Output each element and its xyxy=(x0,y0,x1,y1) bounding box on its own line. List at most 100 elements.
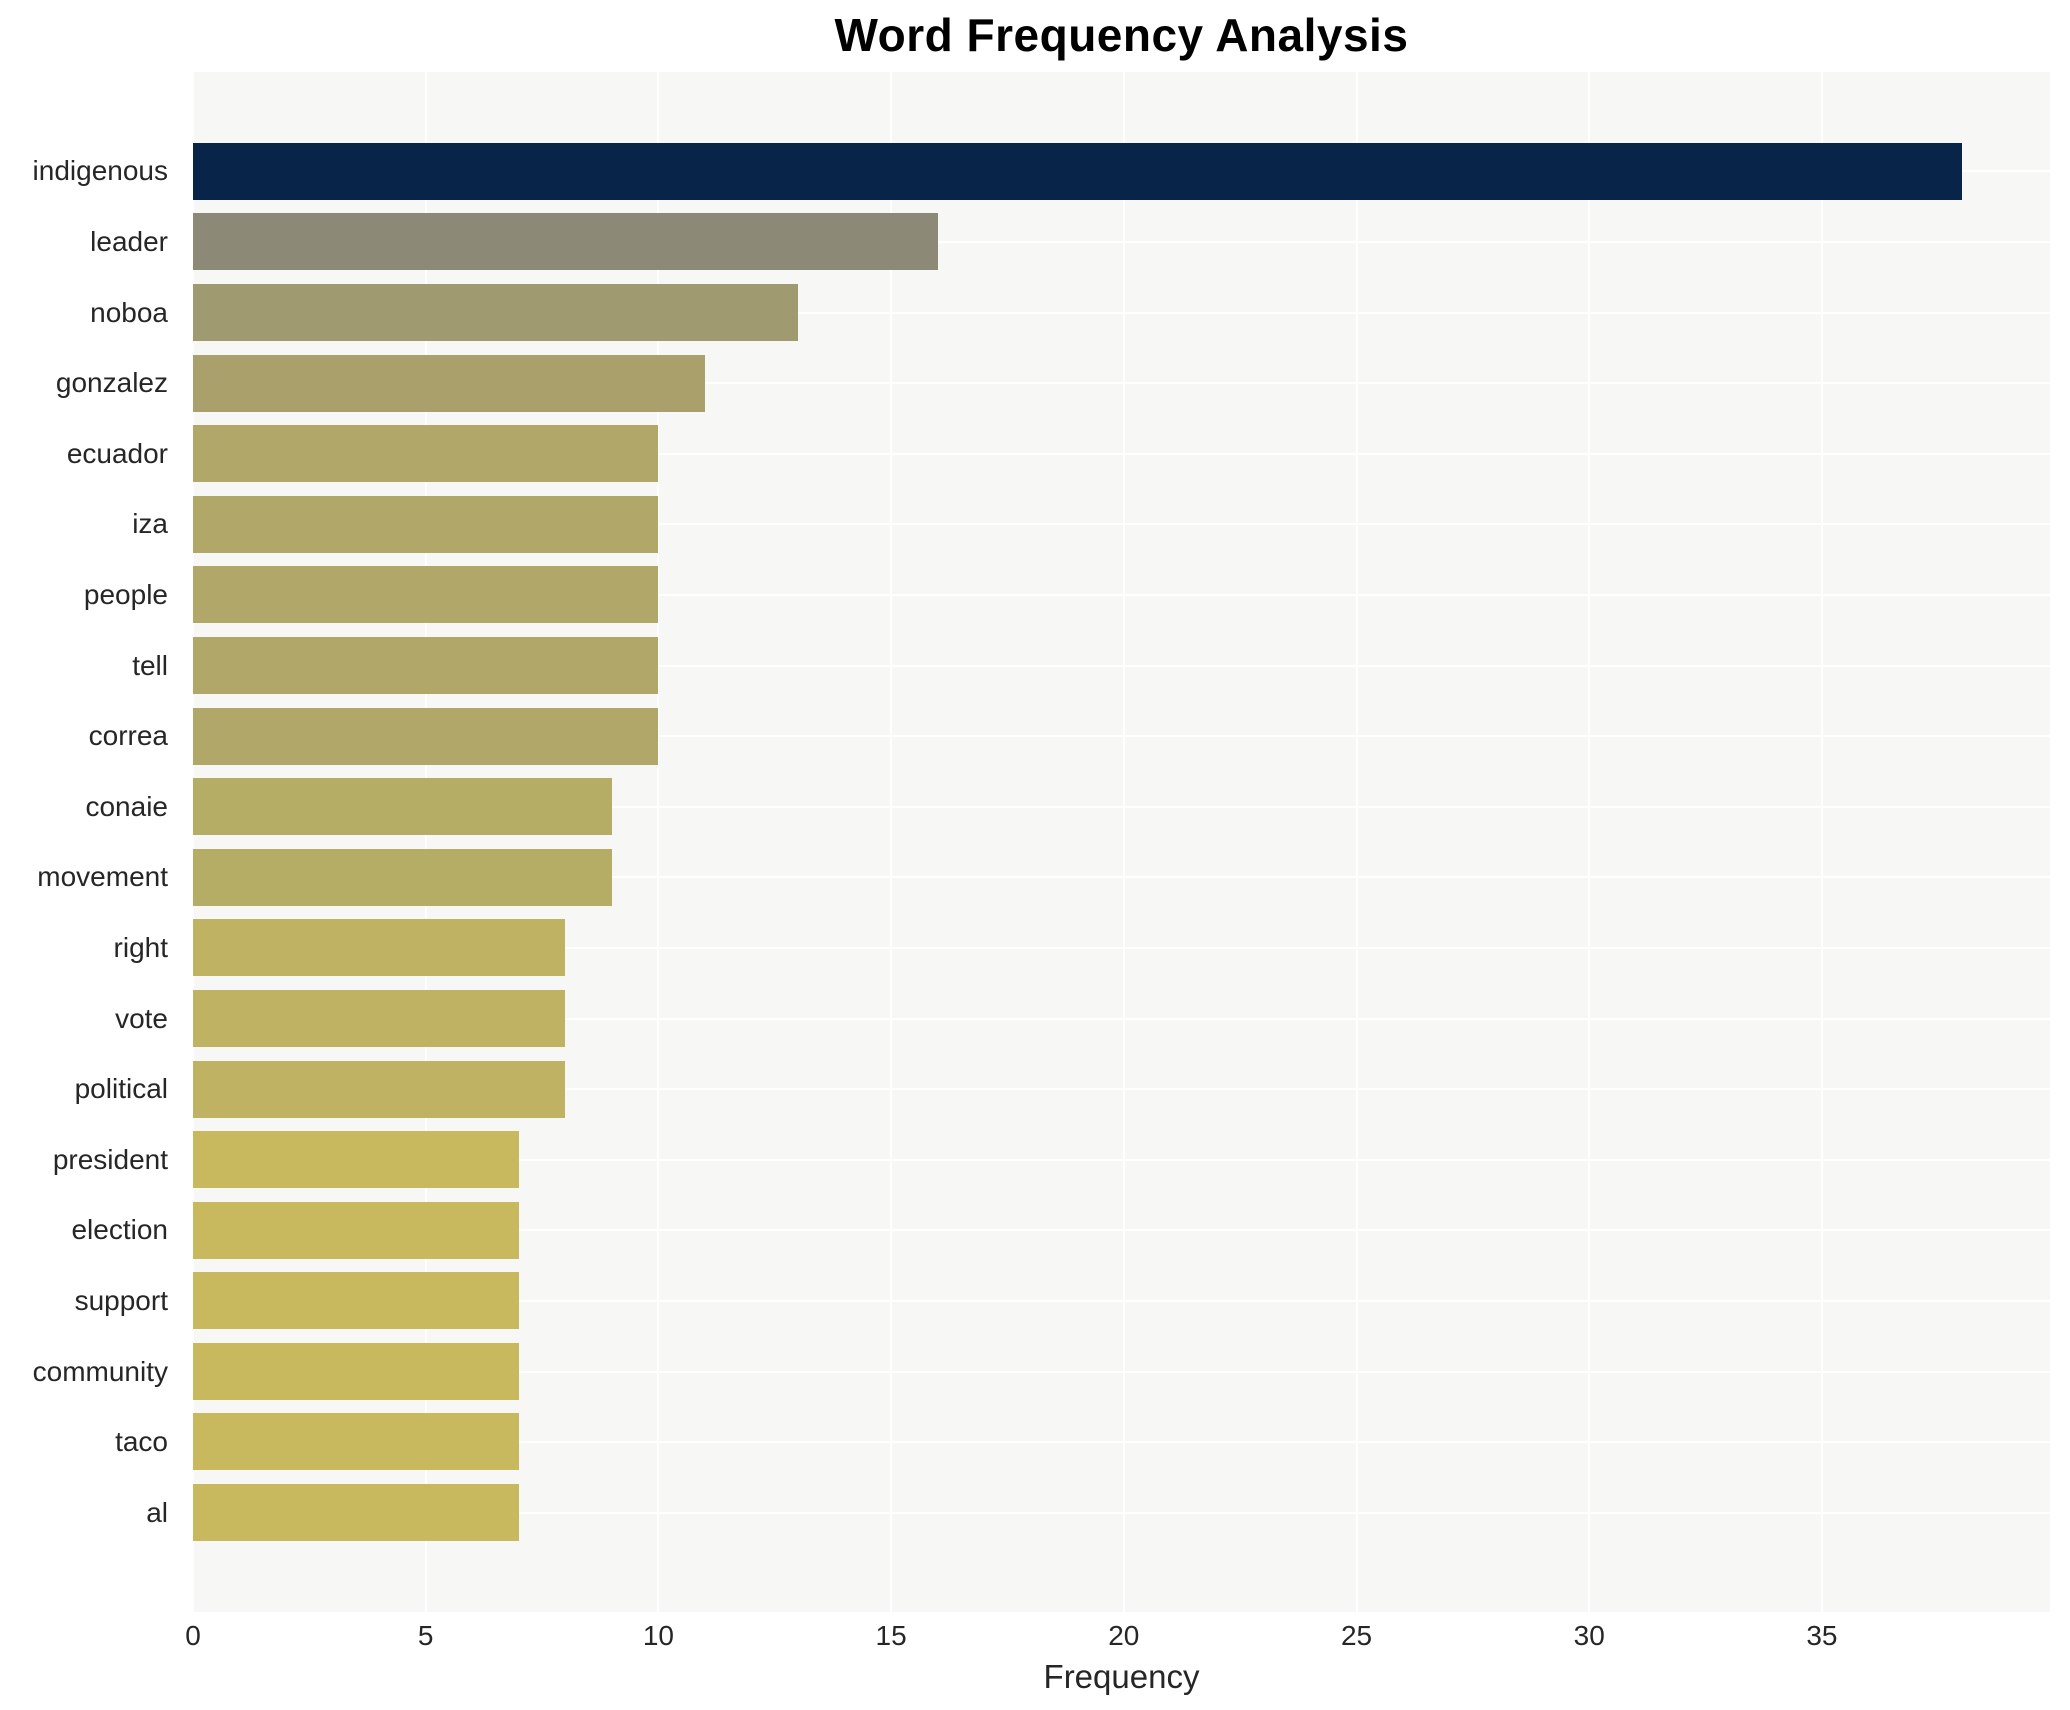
h-gridline xyxy=(193,1158,2050,1161)
h-gridline xyxy=(193,805,2050,808)
bar-row xyxy=(193,418,2050,489)
bar-row xyxy=(193,983,2050,1054)
bar-iza xyxy=(193,495,659,553)
x-tick-label: 10 xyxy=(642,1620,674,1651)
x-tick-label: 0 xyxy=(185,1620,201,1651)
h-gridline xyxy=(193,946,2050,949)
bar-row xyxy=(193,842,2050,913)
bar-noboa xyxy=(193,283,799,341)
h-gridline xyxy=(193,1441,2050,1444)
y-axis-labels: indigenous leader noboa gonzalez ecuador iza p… xyxy=(0,72,180,1612)
category-label-political: political xyxy=(74,1073,168,1105)
bar-tell xyxy=(193,636,659,694)
category-label-conaie: conaie xyxy=(85,790,168,822)
v-gridline xyxy=(192,72,194,1612)
category-label-people: people xyxy=(83,578,168,610)
chart-title: Word Frequency Analysis xyxy=(834,9,1409,61)
category-label-community: community xyxy=(32,1355,168,1387)
h-gridline xyxy=(193,735,2050,738)
x-tick-label: 15 xyxy=(875,1620,907,1651)
v-gridline xyxy=(1588,72,1591,1612)
category-label-iza: iza xyxy=(132,508,168,540)
category-label-vote: vote xyxy=(115,1002,168,1034)
x-axis-title: Frequency xyxy=(1043,1658,1200,1695)
h-gridline xyxy=(193,311,2050,314)
bar-al xyxy=(193,1484,519,1542)
bar-conaie xyxy=(193,778,612,836)
bar-row xyxy=(193,701,2050,772)
h-gridline xyxy=(193,664,2050,667)
category-label-leader: leader xyxy=(90,225,168,257)
category-label-taco: taco xyxy=(115,1426,168,1458)
h-gridline xyxy=(193,1299,2050,1302)
category-label-president: president xyxy=(52,1143,168,1175)
h-gridline xyxy=(193,1511,2050,1514)
bar-rows xyxy=(193,136,2050,1548)
h-gridline xyxy=(193,876,2050,879)
bar-indigenous xyxy=(193,142,1962,200)
bar-row xyxy=(193,348,2050,419)
v-gridline xyxy=(1122,72,1125,1612)
category-label-gonzalez: gonzalez xyxy=(55,367,168,399)
bar-row xyxy=(193,1124,2050,1195)
h-gridline xyxy=(193,593,2050,596)
bar-movement xyxy=(193,848,612,906)
bar-row xyxy=(193,913,2050,984)
plot-area xyxy=(192,72,2050,1612)
x-tick-label: 35 xyxy=(1806,1620,1838,1651)
bar-row xyxy=(193,489,2050,560)
bar-gonzalez xyxy=(193,354,705,412)
x-tick-label: 20 xyxy=(1108,1620,1140,1651)
bar-row xyxy=(193,1054,2050,1125)
bar-row xyxy=(193,207,2050,278)
bar-ecuador xyxy=(193,425,659,483)
bar-political xyxy=(193,1060,566,1118)
v-gridline xyxy=(657,72,660,1612)
v-gridline xyxy=(890,72,893,1612)
category-label-noboa: noboa xyxy=(90,296,168,328)
bar-row xyxy=(193,277,2050,348)
bar-row xyxy=(193,1407,2050,1478)
bar-vote xyxy=(193,989,566,1047)
category-label-right: right xyxy=(113,931,168,963)
bar-election xyxy=(193,1201,519,1259)
h-gridline xyxy=(193,240,2050,243)
x-tick-label: 30 xyxy=(1573,1620,1605,1651)
h-gridline xyxy=(193,452,2050,455)
category-label-support: support xyxy=(74,1284,168,1316)
v-gridline xyxy=(1355,72,1358,1612)
v-gridline xyxy=(1820,72,1823,1612)
category-label-correa: correa xyxy=(88,720,168,752)
bar-row xyxy=(193,1195,2050,1266)
category-label-ecuador: ecuador xyxy=(66,437,168,469)
bar-row xyxy=(193,771,2050,842)
h-gridline xyxy=(193,1088,2050,1091)
bar-correa xyxy=(193,707,659,765)
h-gridline xyxy=(193,1017,2050,1020)
bar-support xyxy=(193,1272,519,1330)
h-gridline xyxy=(193,1229,2050,1232)
bar-row xyxy=(193,560,2050,631)
category-label-movement: movement xyxy=(37,861,168,893)
h-gridline xyxy=(193,523,2050,526)
category-label-tell: tell xyxy=(132,649,168,681)
bar-leader xyxy=(193,213,938,271)
h-gridline xyxy=(193,382,2050,385)
bar-row xyxy=(193,1477,2050,1548)
bar-right xyxy=(193,919,566,977)
bar-people xyxy=(193,566,659,624)
bar-community xyxy=(193,1342,519,1400)
v-gridline xyxy=(424,72,427,1612)
x-tick-label: 25 xyxy=(1340,1620,1373,1651)
category-label-indigenous: indigenous xyxy=(32,155,168,187)
bar-row xyxy=(193,630,2050,701)
x-tick-label: 5 xyxy=(417,1620,434,1651)
category-label-election: election xyxy=(71,1214,168,1246)
category-label-al: al xyxy=(146,1496,168,1528)
bar-row xyxy=(193,1266,2050,1337)
bar-taco xyxy=(193,1413,519,1471)
x-axis-ticks: 0 5 10 15 20 25 30 35 xyxy=(185,1620,2050,1656)
bar-row xyxy=(193,1336,2050,1407)
bar-row xyxy=(193,136,2050,207)
h-gridline xyxy=(193,1370,2050,1373)
